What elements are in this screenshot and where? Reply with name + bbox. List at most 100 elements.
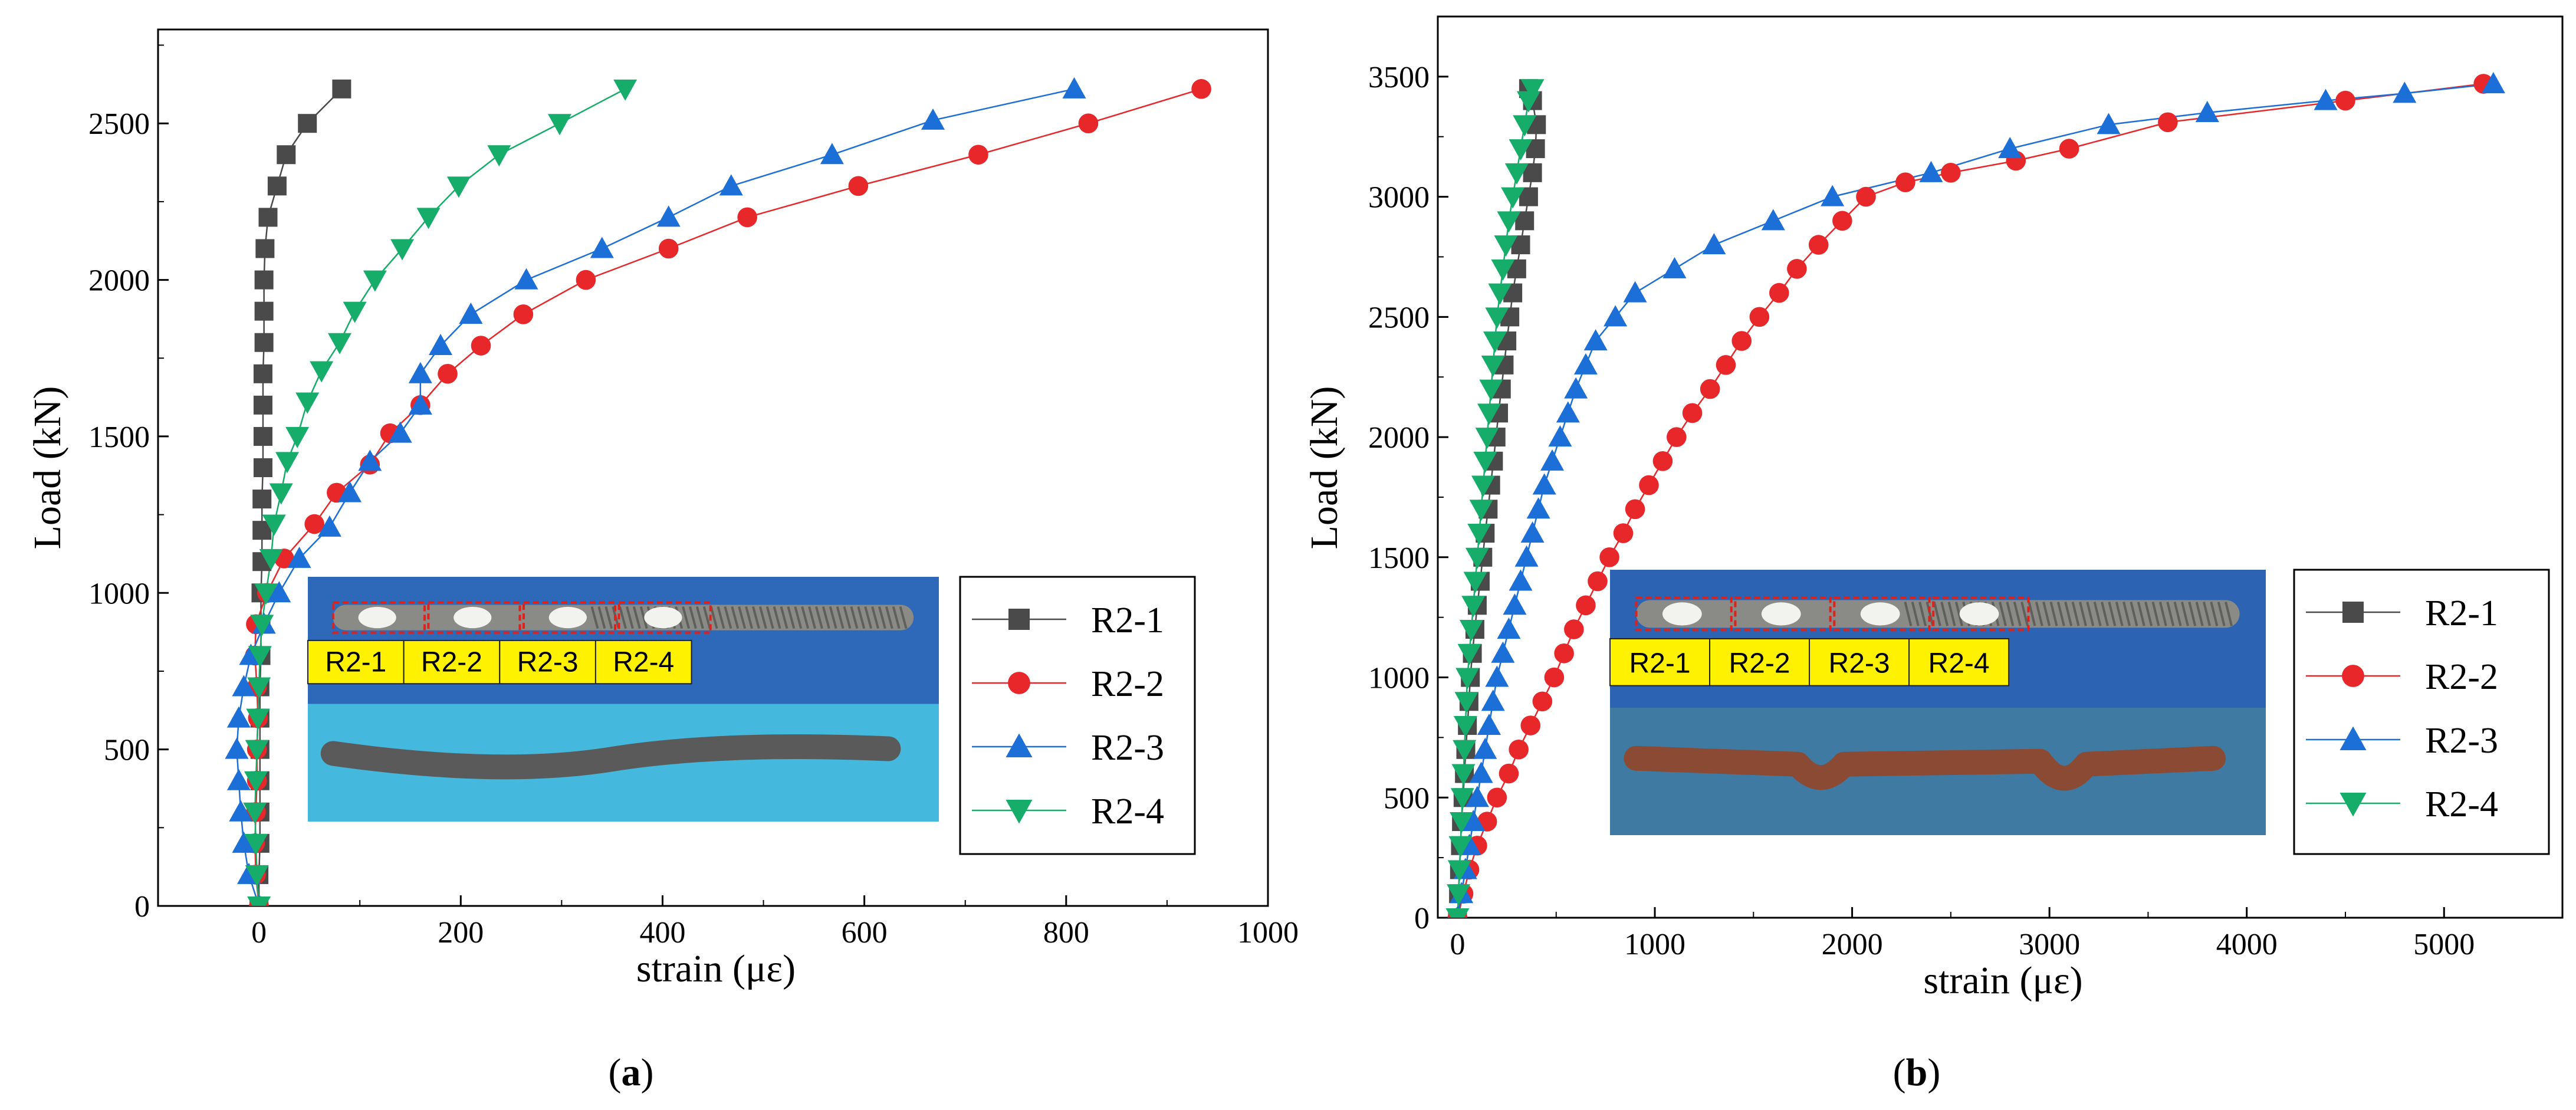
x-tick-label: 5000 [2413,928,2475,961]
data-point [848,176,869,196]
data-point [1564,619,1584,639]
data-point [1469,761,1493,783]
data-point [1503,593,1527,615]
rebar-rib [2108,602,2117,626]
rebar-rib [808,606,816,629]
data-point [1667,427,1687,447]
rebar-rib [829,606,837,629]
inset-label-box [1609,638,1711,687]
inset-label-box [594,639,692,685]
data-point [1481,689,1505,711]
x-tick-label: 600 [842,916,888,950]
data-point [1564,377,1588,399]
data-point [1488,283,1512,305]
rebar-rib [2020,602,2029,626]
caption-letter: b [1906,1051,1928,1094]
x-tick-label: 1000 [1237,916,1299,950]
data-point [1604,305,1628,327]
data-point [2393,81,2417,103]
data-point [1485,665,1509,687]
rebar-rib [738,606,747,629]
legend-marker [1006,733,1033,757]
x-tick-label: 1000 [1624,928,1685,961]
data-point [1494,235,1518,257]
rebar-rib [2006,602,2015,626]
data-point [487,145,511,167]
data-point [1483,331,1507,353]
rebar-rib [878,606,886,629]
data-point [1998,137,2022,159]
data-point [1461,596,1486,618]
data-point [304,514,324,534]
data-point [253,364,272,383]
data-point [363,270,387,292]
data-point [1481,355,1505,377]
rebar-rib [2042,602,2051,626]
rebar-rib [724,606,732,629]
data-point [245,865,269,886]
data-point [513,304,534,324]
rebar-rib [2093,602,2102,626]
rebar-rib [702,606,711,629]
data-point [247,896,271,906]
legend-label: R2-3 [2425,721,2498,761]
legend-label: R2-2 [2425,657,2498,697]
data-point [1445,908,1470,918]
data-point [254,333,274,352]
rebar-rib [2078,602,2087,626]
data-point [1457,643,1481,665]
data-point [1532,473,1556,495]
data-point [1465,547,1489,569]
data-point [1576,595,1596,616]
rebar-rib [857,606,866,629]
data-point [1497,211,1521,233]
data-point [737,207,757,228]
y-axis-label: Load (kN) [1303,386,1346,550]
rebar-rib [604,606,613,629]
rebar-rib [2028,602,2036,626]
data-point [269,483,293,505]
data-point [416,208,441,229]
panel-caption: (b) [1893,1051,1941,1094]
caption-open: ( [609,1051,622,1094]
data-point [1497,618,1521,639]
data-point [298,114,317,133]
data-point [252,490,272,509]
data-point [248,646,272,668]
data-point [1191,79,1211,99]
rebar-rib [1947,602,1956,626]
data-point [1526,497,1550,519]
rebar-rib [632,606,641,629]
gauge-region [331,601,426,634]
data-point [1491,641,1515,663]
data-point [1856,186,1876,207]
y-tick-label: 500 [1384,781,1430,815]
data-point [1078,113,1099,134]
data-point [1491,259,1515,281]
legend-box [2293,569,2550,855]
data-point [250,615,274,636]
rebar-rib [843,606,852,629]
x-tick-label: 200 [438,916,484,950]
data-point [310,361,334,383]
rebar-rib [2195,602,2204,626]
rebar-rib [2130,602,2138,626]
rebar-rib [1918,602,1927,626]
gauge-region [427,601,521,634]
data-point [254,301,274,321]
data-point [1453,740,1477,761]
rebar-rib [815,606,823,629]
data-point [1509,569,1533,591]
strain-gauge [644,606,682,629]
legend: R2-1 R2-2 R2-3 R2-4 [2293,569,2550,855]
data-point [358,449,382,471]
strain-gauge [358,606,396,629]
gauge-region [1734,596,1832,632]
rebar-rib [765,606,774,629]
rebar-rib [1999,602,2007,626]
data-point [1520,715,1541,735]
panel-b-chart: 0 1000 2000 3000 4000 5000 0 500 1000 1500 2000 250… [1303,15,2564,1094]
rebar-rib [682,606,690,629]
data-point [1588,571,1608,592]
data-point [613,79,638,101]
